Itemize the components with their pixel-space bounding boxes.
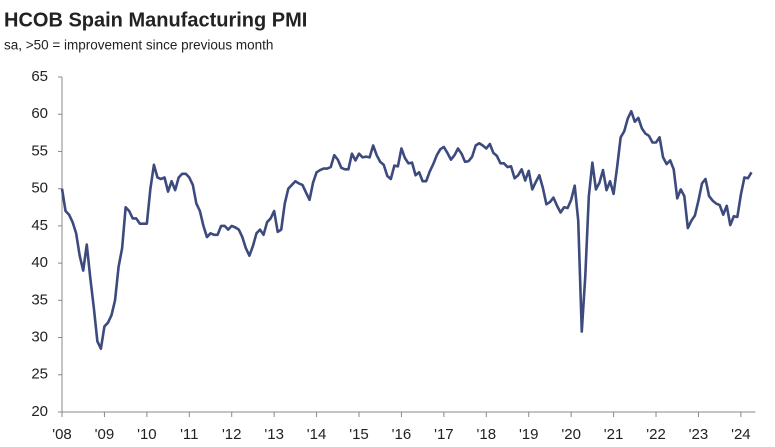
x-tick-label: '24 xyxy=(731,426,751,443)
x-tick-label: '16 xyxy=(392,426,412,443)
chart-subtitle: sa, >50 = improvement since previous mon… xyxy=(4,38,273,53)
x-tick-label: '10 xyxy=(137,426,157,443)
chart-title: HCOB Spain Manufacturing PMI xyxy=(4,9,307,31)
y-tick-label: 20 xyxy=(31,403,48,420)
y-tick-label: 60 xyxy=(31,105,48,122)
x-tick-label: '13 xyxy=(264,426,284,443)
data-line xyxy=(60,109,753,351)
x-tick-label: '22 xyxy=(646,426,666,443)
x-tick-label: '14 xyxy=(307,426,327,443)
x-tick-label: '17 xyxy=(434,426,454,443)
y-tick-label: 30 xyxy=(31,329,48,346)
x-tick-label: '08 xyxy=(52,426,72,443)
y-tick-label: 40 xyxy=(31,254,48,271)
x-tick-label: '21 xyxy=(604,426,624,443)
y-tick-label: 25 xyxy=(31,366,48,383)
y-tick-label: 35 xyxy=(31,291,48,308)
x-tick-label: '19 xyxy=(519,426,539,443)
x-tick-label: '18 xyxy=(477,426,497,443)
y-tick-label: 65 xyxy=(31,68,48,85)
x-tick-label: '23 xyxy=(689,426,709,443)
y-tick-label: 45 xyxy=(31,217,48,234)
y-tick-label: 55 xyxy=(31,142,48,159)
x-tick-label: '11 xyxy=(180,426,198,443)
x-tick-label: '20 xyxy=(561,426,581,443)
y-tick-label: 50 xyxy=(31,180,48,197)
x-tick-label: '09 xyxy=(95,426,115,443)
x-tick-label: '15 xyxy=(349,426,369,443)
x-tick-label: '12 xyxy=(222,426,242,443)
